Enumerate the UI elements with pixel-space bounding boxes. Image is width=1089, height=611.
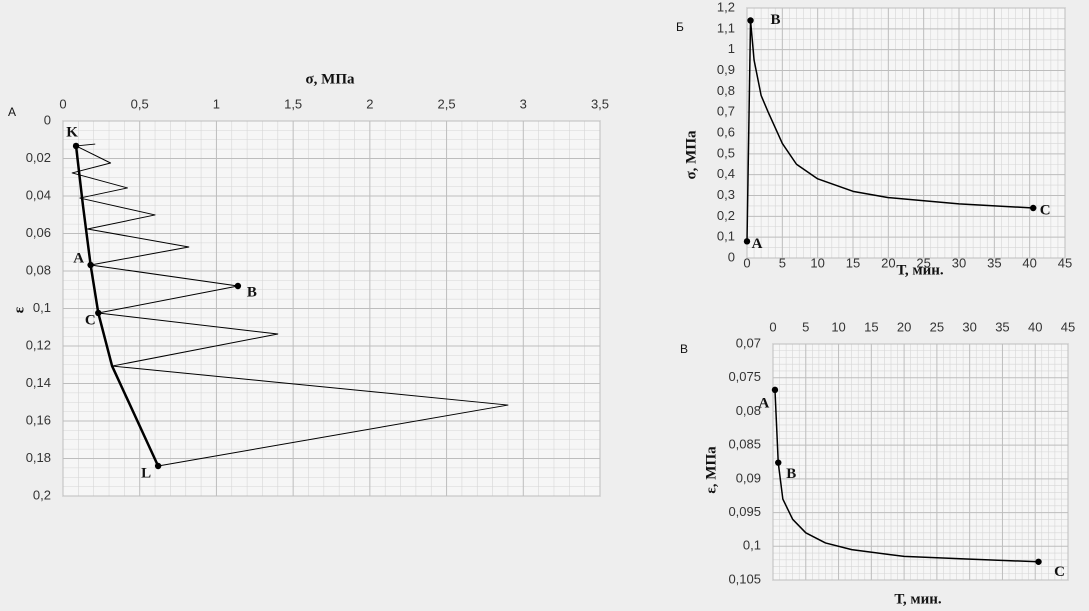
y-tick-label: 0,09 (736, 470, 761, 485)
x-tick-label: 35 (987, 255, 1001, 270)
point (234, 282, 242, 290)
panel-label: Б (676, 20, 684, 34)
point (72, 142, 80, 150)
y-tick-label: 0,14 (26, 375, 51, 390)
x-tick-label: 0,5 (131, 96, 149, 111)
point (87, 261, 94, 269)
point (154, 462, 162, 470)
x-tick-label: 45 (1061, 319, 1075, 334)
point (1035, 558, 1042, 565)
x-tick-label: 20 (881, 255, 895, 270)
y-tick-label: 0,16 (26, 412, 51, 427)
x-tick-label: 3,5 (591, 96, 609, 111)
point (771, 386, 779, 394)
y-tick-label: 0,7 (717, 104, 735, 119)
y-tick-label: 0,095 (728, 504, 761, 519)
y-tick-label: 0,4 (717, 166, 735, 181)
y-tick-label: 0 (44, 112, 51, 127)
data-line (774, 389, 1039, 563)
y-tick-label: 0,3 (717, 187, 735, 202)
y-axis-title: ε, МПа (703, 446, 719, 494)
y-tick-label: 0,07 (736, 335, 761, 350)
x-tick-label: 15 (864, 319, 878, 334)
point (747, 17, 754, 24)
y-tick-label: 0,9 (717, 62, 735, 77)
y-tick-label: 0,1 (743, 538, 761, 553)
point-label: A (73, 250, 84, 266)
point-label: B (786, 466, 796, 482)
y-tick-label: 0,02 (26, 150, 51, 165)
x-tick-label: 25 (916, 255, 930, 270)
y-tick-label: 0,04 (26, 187, 51, 202)
x-tick-label: 45 (1058, 255, 1072, 270)
y-tick-label: 0,1 (717, 229, 735, 244)
y-tick-label: 0,1 (33, 300, 51, 315)
y-tick-label: 0,08 (736, 403, 761, 418)
point-label: A (759, 395, 770, 411)
y-tick-label: 0,2 (717, 208, 735, 223)
y-tick-label: 0,8 (717, 83, 735, 98)
y-tick-label: 1 (728, 41, 735, 56)
x-tick-label: 0 (769, 319, 776, 334)
x-tick-label: 30 (962, 319, 976, 334)
x-tick-label: 40 (1022, 255, 1036, 270)
y-tick-label: 0,18 (26, 450, 51, 465)
point-label: C (1054, 564, 1065, 580)
y-tick-label: 0,08 (26, 262, 51, 277)
y-tick-label: 0,105 (728, 571, 761, 586)
point-label: K (66, 124, 78, 140)
point (1030, 204, 1037, 212)
y-axis-title: ε (11, 306, 27, 313)
y-tick-label: 0,12 (26, 337, 51, 352)
y-tick-label: 0 (728, 249, 735, 264)
panel-label: А (8, 105, 16, 119)
data-line (74, 145, 160, 467)
x-tick-label: 30 (952, 255, 966, 270)
x-tick-label: 1,5 (284, 96, 302, 111)
x-tick-label: 20 (897, 319, 911, 334)
y-tick-label: 0,6 (717, 124, 735, 139)
point-label: L (141, 465, 151, 481)
point (743, 238, 751, 245)
x-tick-label: 2,5 (438, 96, 456, 111)
point-label: B (247, 284, 257, 300)
y-axis-title: σ, МПа (683, 130, 699, 179)
x-tick-label: 2 (366, 96, 373, 111)
x-tick-label: 15 (846, 255, 860, 270)
x-tick-label: 10 (831, 319, 845, 334)
x-tick-label: 0 (743, 255, 750, 270)
x-tick-label: 3 (520, 96, 527, 111)
point-label: C (1040, 202, 1051, 218)
panel-label: В (680, 342, 688, 356)
x-tick-label: 5 (779, 255, 786, 270)
point-label: A (752, 236, 763, 252)
x-tick-label: 5 (802, 319, 809, 334)
point (775, 459, 782, 466)
data-line (746, 19, 1034, 242)
x-tick-label: 0 (59, 96, 66, 111)
x-axis-title: Т, мин. (896, 262, 944, 278)
y-tick-label: 0,2 (33, 487, 51, 502)
data-line (71, 143, 509, 467)
y-tick-label: 1,1 (717, 20, 735, 35)
x-axis-title: σ, МПа (306, 71, 355, 87)
x-tick-label: 1 (213, 96, 220, 111)
y-tick-label: 0,06 (26, 225, 51, 240)
x-axis-title: Т, мин. (894, 591, 942, 607)
y-tick-label: 0,075 (728, 369, 761, 384)
x-tick-label: 40 (1028, 319, 1042, 334)
y-tick-label: 0,5 (717, 145, 735, 160)
x-tick-label: 25 (930, 319, 944, 334)
point (95, 309, 102, 317)
plot-area (772, 343, 1069, 581)
x-tick-label: 35 (995, 319, 1009, 334)
point-label: B (771, 12, 781, 28)
y-tick-label: 1,2 (717, 0, 735, 14)
x-tick-label: 10 (810, 255, 824, 270)
point-label: C (85, 312, 96, 328)
y-tick-label: 0,085 (728, 437, 761, 452)
